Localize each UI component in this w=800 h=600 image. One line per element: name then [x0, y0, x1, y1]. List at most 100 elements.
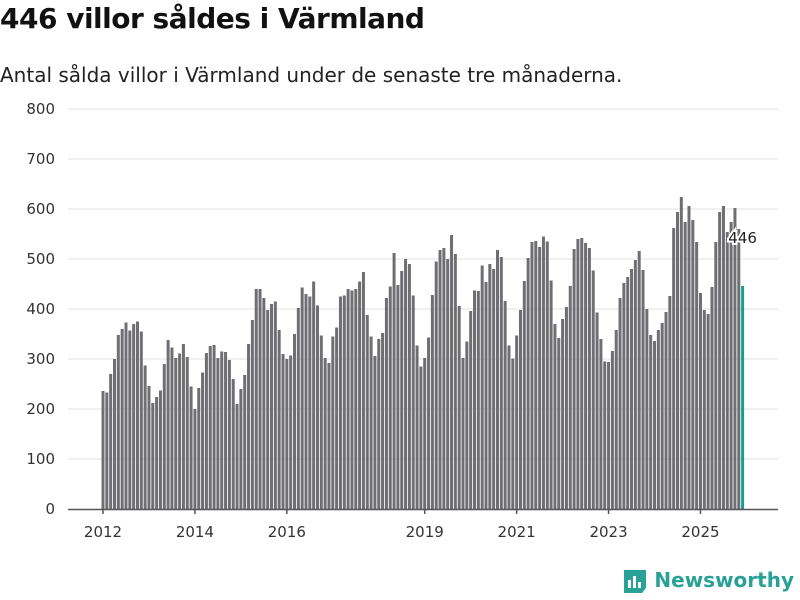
bar: [476, 291, 480, 509]
bar: [698, 293, 702, 509]
bar: [580, 238, 584, 509]
bar: [721, 206, 725, 509]
bar: [204, 353, 208, 509]
bar: [135, 321, 139, 509]
bar: [250, 320, 254, 509]
bar: [480, 265, 484, 509]
bar: [576, 239, 580, 509]
bar: [415, 345, 419, 509]
bar: [101, 391, 105, 509]
bar: [404, 259, 408, 509]
bar: [331, 336, 335, 509]
bar: [522, 281, 526, 509]
bar: [729, 222, 733, 509]
bar: [668, 296, 672, 509]
bar: [392, 253, 396, 509]
newsworthy-logo[interactable]: Newsworthy: [622, 566, 794, 594]
bar: [197, 388, 201, 509]
bar: [342, 295, 346, 509]
bar: [319, 335, 323, 509]
x-tick-label: 2025: [681, 523, 719, 541]
bar: [503, 301, 507, 509]
bar: [679, 197, 683, 509]
bar: [193, 409, 197, 509]
y-tick-label: 0: [45, 500, 55, 518]
bar: [423, 358, 427, 509]
bar: [338, 296, 342, 509]
bar: [227, 360, 231, 509]
bar: [231, 379, 235, 509]
bar: [109, 374, 113, 509]
x-tick-label: 2012: [84, 523, 122, 541]
bars: [101, 197, 745, 509]
bar: [660, 323, 664, 509]
bar: [618, 298, 622, 509]
bar: [450, 235, 454, 509]
bar: [361, 272, 365, 509]
x-tick-label: 2016: [268, 523, 306, 541]
logo-text: Newsworthy: [654, 568, 794, 592]
bar: [676, 212, 679, 509]
bar: [442, 248, 446, 509]
bar: [312, 281, 316, 509]
bar: [185, 357, 189, 509]
bar: [622, 283, 626, 509]
bar: [158, 390, 162, 509]
bar: [174, 358, 178, 509]
bar: [270, 304, 274, 509]
bar: [346, 289, 350, 509]
bar: [545, 241, 549, 509]
bar: [112, 359, 116, 509]
bar: [733, 208, 737, 509]
bar: [151, 403, 155, 509]
bar: [220, 351, 224, 509]
bar: [293, 334, 296, 509]
bar: [285, 359, 289, 509]
bar: [128, 330, 132, 509]
y-tick-label: 700: [26, 150, 55, 168]
bar: [216, 358, 220, 509]
bar: [465, 341, 469, 509]
bar: [208, 346, 212, 509]
bar: [400, 271, 404, 509]
bar: [388, 286, 392, 509]
bar: [649, 335, 653, 509]
bar: [637, 251, 641, 509]
bar: [239, 389, 243, 509]
bar: [247, 344, 251, 509]
bar: [664, 312, 668, 509]
bar: [495, 250, 499, 509]
bar: [714, 242, 718, 509]
y-tick-label: 800: [26, 100, 55, 118]
bar: [224, 352, 228, 509]
chart-title: 446 villor såldes i Värmland: [0, 2, 425, 35]
bar: [132, 324, 136, 509]
bar: [162, 364, 166, 509]
bar: [212, 345, 216, 509]
bar: [591, 270, 595, 509]
bar: [327, 363, 331, 509]
bar: [672, 228, 676, 509]
bar: [273, 301, 277, 509]
bar: [653, 341, 657, 509]
y-tick-label: 500: [26, 250, 55, 268]
bar: [541, 236, 545, 509]
bar: [243, 375, 247, 509]
bar: [155, 397, 159, 509]
bar: [281, 354, 285, 509]
bar: [235, 404, 239, 509]
bar: [323, 358, 327, 509]
y-tick-label: 100: [26, 450, 55, 468]
bar: [430, 295, 434, 509]
bar: [381, 333, 385, 509]
bar: [296, 308, 300, 509]
bar: [254, 289, 258, 509]
bar: [427, 337, 431, 509]
bar: [687, 206, 691, 509]
bar: [377, 339, 381, 509]
bar: [549, 280, 553, 509]
bar: [633, 260, 637, 509]
bar: [741, 286, 745, 509]
bar: [373, 356, 377, 509]
